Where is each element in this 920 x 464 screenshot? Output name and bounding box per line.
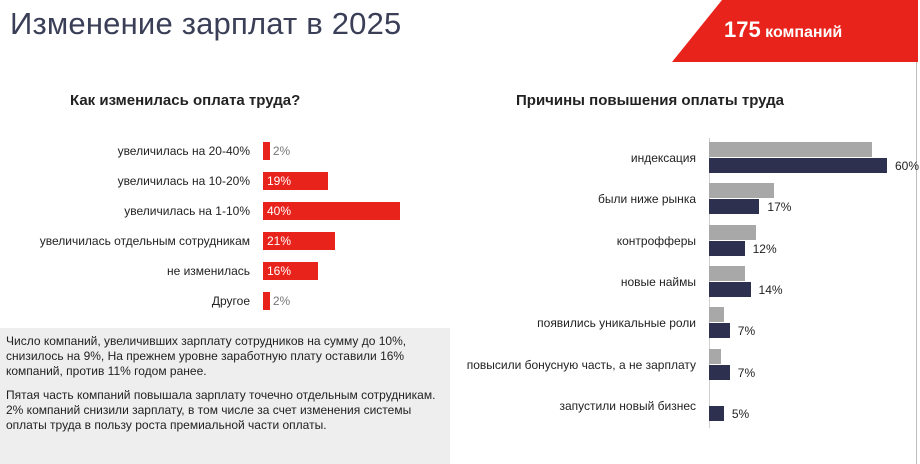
bar-current [709, 405, 724, 421]
category-label: Другое [211, 294, 250, 308]
data-label: 21% [267, 234, 292, 248]
bar [263, 232, 335, 250]
category-label: не изменилась [166, 264, 250, 278]
company-count-label: компаний [765, 24, 843, 41]
bar-current [709, 323, 730, 339]
company-count-text: 175 компаний [724, 17, 842, 43]
data-label: 2% [272, 294, 291, 308]
data-label: 2% [272, 144, 291, 158]
data-label: 19% [267, 174, 292, 188]
bar-current [709, 158, 887, 173]
left-chart-title: Как изменилась оплата труда? [70, 92, 301, 109]
bar-current [709, 240, 745, 256]
right-edge-divider [916, 62, 917, 464]
category-label: контрофферы [616, 233, 696, 248]
bar [263, 262, 318, 280]
data-label: 12% [752, 241, 777, 256]
data-label: 16% [267, 264, 292, 278]
bar-current [709, 199, 760, 215]
bar [263, 142, 270, 160]
bar-previous [709, 348, 721, 364]
category-label: увеличилась на 1-10% [124, 204, 250, 218]
bar-previous [709, 224, 757, 240]
category-label: увеличилась на 10-20% [117, 174, 250, 188]
bar-current [709, 281, 751, 297]
bar [263, 172, 329, 190]
summary-paragraph-2: Пятая часть компаний повышала зарплату т… [6, 388, 436, 432]
bar [263, 292, 270, 310]
bar-previous [709, 142, 873, 157]
category-label: запустили новый бизнес [559, 398, 697, 413]
summary-note: Число компаний, увеличивших зарплату сот… [0, 328, 450, 464]
data-label: 7% [737, 365, 756, 380]
right-chart-title: Причины повышения оплаты труда [516, 92, 784, 109]
company-count-number: 175 [724, 17, 761, 42]
category-label: увеличилась отдельным сотрудникам [39, 234, 250, 248]
data-label: 40% [267, 204, 292, 218]
category-label: индексация [630, 151, 696, 165]
bar-previous [709, 265, 745, 281]
bar [263, 202, 400, 220]
data-label: 17% [767, 200, 792, 215]
data-label: 14% [758, 282, 783, 297]
category-label: увеличилась на 20-40% [117, 144, 250, 158]
data-label: 5% [731, 406, 750, 421]
page-title: Изменение зарплат в 2025 [10, 6, 402, 41]
bar-previous [709, 307, 724, 323]
category-label: появились уникальные роли [537, 316, 696, 331]
bar-current [709, 364, 730, 380]
summary-paragraph-1: Число компаний, увеличивших зарплату сот… [6, 334, 407, 378]
category-label: новые наймы [620, 274, 696, 289]
category-label: повысили бонусную часть, а не зарплату [466, 357, 696, 372]
data-label: 60% [895, 159, 920, 173]
data-label: 7% [737, 324, 756, 339]
bar-previous [709, 183, 775, 199]
category-label: были ниже рынка [597, 192, 696, 207]
